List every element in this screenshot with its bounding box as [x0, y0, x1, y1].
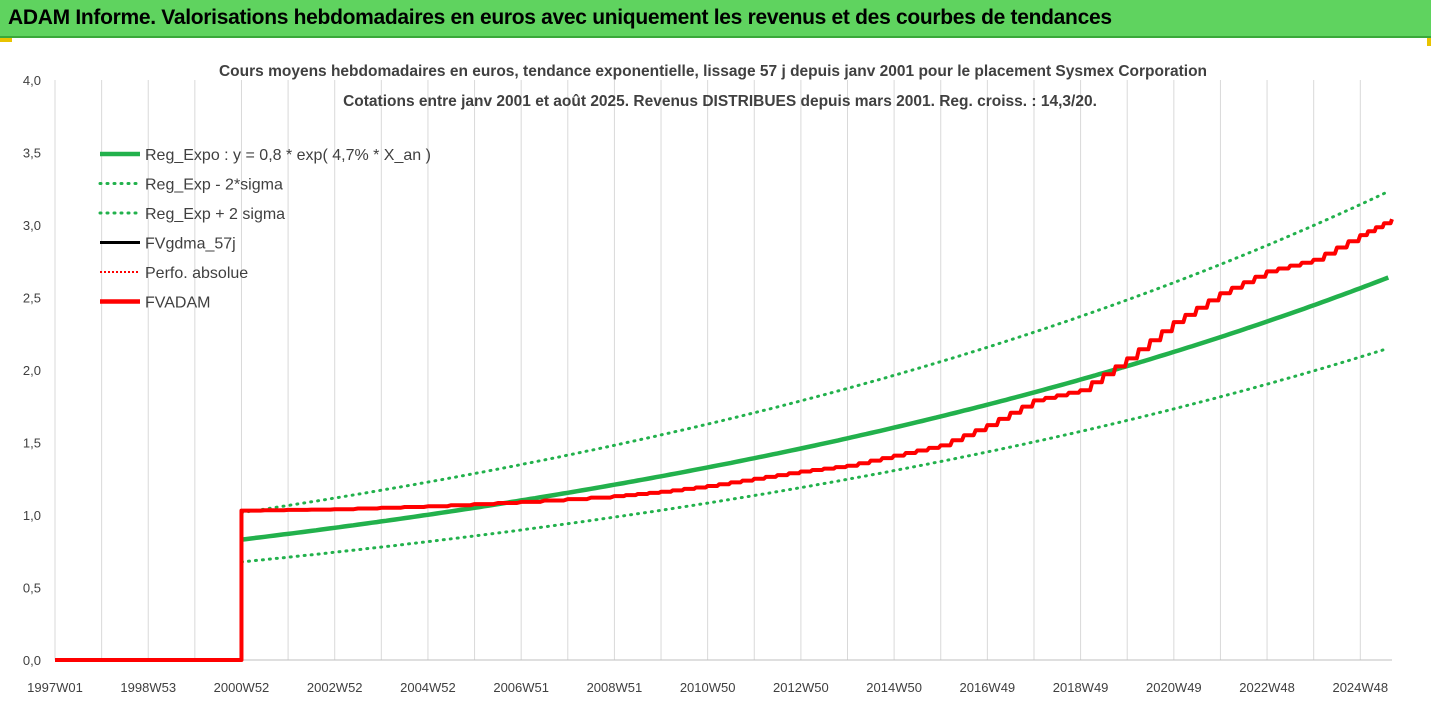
- x-tick-label: 1997W01: [27, 680, 83, 695]
- x-tick-label: 1998W53: [120, 680, 176, 695]
- x-tick-label: 2014W50: [866, 680, 922, 695]
- y-tick-label: 1,5: [23, 436, 41, 451]
- x-tick-label: 2010W50: [680, 680, 736, 695]
- legend: Reg_Expo : y = 0,8 * exp( 4,7% * X_an ) R…: [98, 147, 431, 312]
- series-reg-exp-plus-2sigma: [240, 190, 1390, 515]
- legend-label: FVADAM: [145, 295, 210, 312]
- x-tick-label: 2016W49: [960, 680, 1016, 695]
- report-banner: ADAM Informe. Valorisations hebdomadaire…: [0, 0, 1431, 38]
- series-fvadam: [55, 218, 1394, 662]
- x-tick-labels: 1997W01 1998W53 2000W52 2002W52 2004W52 2006W…: [27, 680, 1388, 695]
- y-tick-label: 3,0: [23, 218, 41, 233]
- x-tick-label: 2024W48: [1332, 680, 1388, 695]
- y-tick-label: 0,0: [23, 653, 41, 668]
- series-reg-expo: [241, 275, 1390, 542]
- x-tick-label: 2002W52: [307, 680, 363, 695]
- series-lines: [55, 190, 1394, 662]
- y-tick-label: 0,5: [23, 581, 41, 596]
- y-tick-label: 2,5: [23, 291, 41, 306]
- series-reg-exp-minus-2sigma: [240, 346, 1390, 564]
- legend-label: Reg_Exp - 2*sigma: [145, 177, 283, 194]
- x-tick-label: 2008W51: [587, 680, 643, 695]
- series-fvgdma-57j: [55, 218, 1393, 661]
- legend-label: Reg_Exp + 2 sigma: [145, 206, 285, 223]
- x-tick-label: 2022W48: [1239, 680, 1295, 695]
- corner-marker-right: [1427, 38, 1431, 46]
- x-tick-label: 2012W50: [773, 680, 829, 695]
- y-tick-labels: 0,0 0,5 1,0 1,5 2,0 2,5 3,0 3,5 4,0: [23, 73, 41, 668]
- x-tick-label: 2004W52: [400, 680, 456, 695]
- x-tick-label: 2018W49: [1053, 680, 1109, 695]
- legend-label: FVgdma_57j: [145, 236, 236, 253]
- chart-area: 0,0 0,5 1,0 1,5 2,0 2,5 3,0 3,5 4,0 1997W01 1998W…: [23, 63, 1394, 695]
- report-title: ADAM Informe. Valorisations hebdomadaire…: [8, 6, 1112, 29]
- chart-subtitle: Cotations entre janv 2001 et août 2025. …: [343, 93, 1097, 110]
- y-tick-label: 2,0: [23, 363, 41, 378]
- y-tick-label: 4,0: [23, 73, 41, 88]
- x-tick-label: 2020W49: [1146, 680, 1202, 695]
- legend-label: Reg_Expo : y = 0,8 * exp( 4,7% * X_an ): [145, 147, 431, 164]
- legend-label: Perfo. absolue: [145, 265, 248, 282]
- chart-title: Cours moyens hebdomadaires en euros, ten…: [219, 63, 1207, 80]
- corner-marker-left: [0, 38, 12, 42]
- y-tick-label: 3,5: [23, 146, 41, 161]
- x-tick-label: 2006W51: [493, 680, 549, 695]
- grid-lines: [54, 80, 1361, 660]
- y-tick-label: 1,0: [23, 508, 41, 523]
- x-tick-label: 2000W52: [214, 680, 270, 695]
